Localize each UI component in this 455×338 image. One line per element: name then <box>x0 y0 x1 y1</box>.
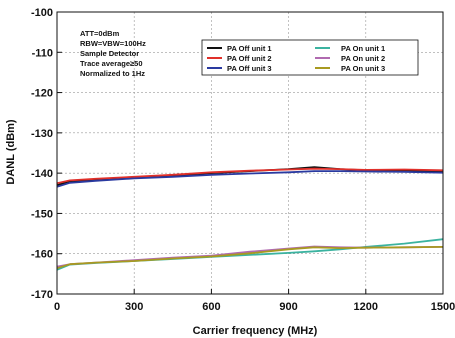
measurement-settings-annotation: ATT=0dBm RBW=VBW=100Hz Sample Detector T… <box>80 29 146 78</box>
legend: PA Off unit 1 PA Off unit 2 PA Off unit … <box>201 39 419 76</box>
plot-frame <box>56 11 444 295</box>
legend-label: PA On unit 2 <box>341 54 385 63</box>
annotation-line: Normalized to 1Hz <box>80 69 145 78</box>
annotation-line: Sample Detector <box>80 49 139 58</box>
y-tick-label: -130 <box>31 128 53 140</box>
series-lines <box>56 166 444 271</box>
y-tick-label: -100 <box>31 7 53 19</box>
x-axis-label: Carrier frequency (MHz) <box>193 325 318 337</box>
legend-box <box>201 39 419 76</box>
annotation-line: ATT=0dBm <box>80 29 120 38</box>
y-tick-label: -120 <box>31 88 53 100</box>
legend-label: PA Off unit 1 <box>227 44 272 53</box>
x-tick-label: 600 <box>202 301 220 313</box>
annotation-line: RBW=VBW=100Hz <box>80 39 146 48</box>
x-tick-label: 0 <box>54 301 60 313</box>
x-tick-label: 300 <box>125 301 143 313</box>
x-tick-label: 900 <box>279 301 297 313</box>
series-line-2 <box>56 167 444 185</box>
legend-label: PA Off unit 2 <box>227 54 272 63</box>
legend-label: PA Off unit 3 <box>227 64 272 73</box>
y-tick-label: -160 <box>31 249 53 261</box>
legend-label: PA On unit 3 <box>341 64 385 73</box>
y-tick-label: -170 <box>31 289 53 301</box>
axis-ticks: 0 300 600 900 1200 1500 -100 -110 -120 -130 -140 -1… <box>31 7 455 313</box>
series-line-6 <box>56 246 444 270</box>
y-axis-label: DANL (dBm) <box>5 119 17 185</box>
series-line-3 <box>56 170 444 188</box>
y-tick-label: -110 <box>32 47 53 59</box>
legend-label: PA On unit 1 <box>341 44 385 53</box>
x-tick-label: 1200 <box>354 301 378 313</box>
annotation-line: Trace average≥50 <box>80 59 143 68</box>
x-tick-label: 1500 <box>431 301 455 313</box>
y-tick-label: -150 <box>31 208 53 220</box>
y-tick-label: -140 <box>31 168 53 180</box>
